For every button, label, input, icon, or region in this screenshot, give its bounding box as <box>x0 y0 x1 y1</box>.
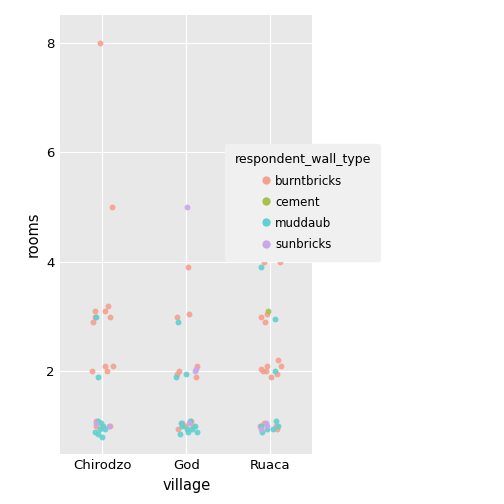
Point <box>101 307 109 315</box>
Point <box>264 425 272 433</box>
Point <box>97 433 105 441</box>
Point <box>192 364 200 372</box>
Point <box>260 419 268 427</box>
Point <box>94 430 102 438</box>
Point <box>272 367 280 375</box>
Point <box>273 370 281 378</box>
Point <box>186 417 194 425</box>
Point <box>185 310 193 318</box>
Point <box>273 425 281 433</box>
Point <box>175 430 183 438</box>
Point <box>103 301 111 309</box>
Point <box>172 312 180 321</box>
Point <box>262 419 270 427</box>
Point <box>175 367 183 375</box>
Point <box>101 362 109 370</box>
Point <box>262 367 270 375</box>
Point <box>184 419 193 427</box>
Point <box>257 364 265 372</box>
Y-axis label: rooms: rooms <box>26 212 41 257</box>
Point <box>257 422 265 430</box>
Point <box>92 422 100 430</box>
Point <box>193 427 201 435</box>
Point <box>188 425 197 433</box>
Point <box>272 417 280 425</box>
Point <box>178 422 186 430</box>
Point <box>174 318 182 326</box>
Point <box>91 312 99 321</box>
Point <box>92 417 100 425</box>
Point <box>172 373 180 381</box>
Point <box>186 417 195 425</box>
Point <box>258 263 266 271</box>
Point <box>91 307 99 315</box>
Point <box>88 367 96 375</box>
Legend: burntbricks, cement, muddaub, sunbricks: burntbricks, cement, muddaub, sunbricks <box>225 144 381 261</box>
Point <box>101 425 109 433</box>
Point <box>108 203 116 211</box>
Point <box>97 419 105 427</box>
Point <box>189 422 197 430</box>
Point <box>96 425 104 433</box>
Point <box>92 312 100 321</box>
Point <box>271 316 279 324</box>
Point <box>263 310 271 318</box>
Point <box>182 370 191 378</box>
Point <box>106 312 114 321</box>
Point <box>181 422 189 430</box>
Point <box>257 312 265 321</box>
Point <box>94 373 102 381</box>
Point <box>94 417 102 425</box>
Point <box>105 422 113 430</box>
Point <box>177 419 185 427</box>
Point <box>109 362 117 370</box>
Point <box>258 427 266 435</box>
Point <box>178 419 186 427</box>
Point <box>262 318 270 326</box>
X-axis label: village: village <box>162 478 211 493</box>
Point <box>274 356 282 364</box>
Point <box>183 425 191 433</box>
Point <box>264 307 272 315</box>
Point <box>96 38 104 46</box>
Point <box>89 318 97 326</box>
Point <box>268 373 276 381</box>
Point <box>260 258 268 266</box>
Point <box>263 422 271 430</box>
Point <box>193 362 201 370</box>
Point <box>276 258 284 266</box>
Point <box>256 422 264 430</box>
Point <box>173 370 181 378</box>
Point <box>192 373 200 381</box>
Point <box>183 203 191 211</box>
Point <box>91 427 99 435</box>
Point <box>174 425 182 433</box>
Point <box>103 367 111 375</box>
Point <box>184 263 193 271</box>
Point <box>99 422 107 430</box>
Point <box>92 419 100 427</box>
Point <box>257 425 265 433</box>
Point <box>272 422 280 430</box>
Point <box>183 427 192 435</box>
Point <box>192 422 200 430</box>
Point <box>263 362 271 370</box>
Point <box>106 422 114 430</box>
Point <box>274 422 282 430</box>
Point <box>191 367 199 375</box>
Point <box>277 362 285 370</box>
Point <box>269 425 277 433</box>
Point <box>259 367 267 375</box>
